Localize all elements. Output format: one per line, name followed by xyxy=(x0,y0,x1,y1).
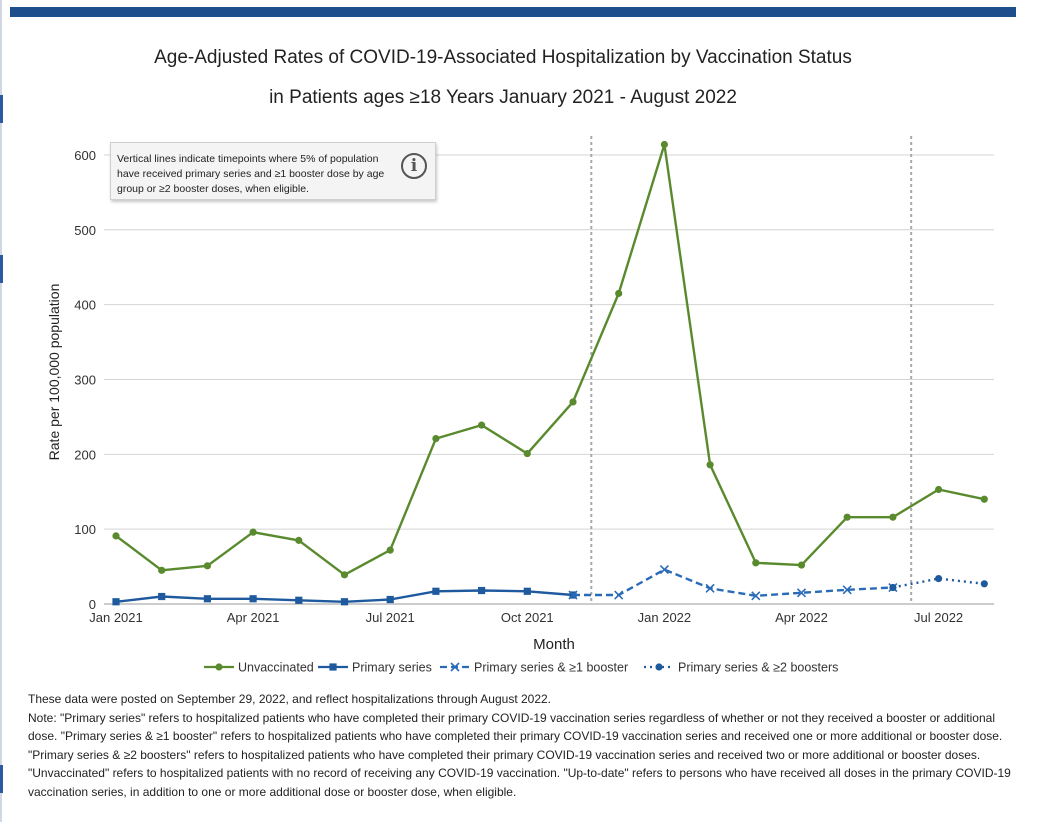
y-tick-label: 400 xyxy=(74,298,96,313)
data-point-primary-series xyxy=(249,595,257,603)
data-point-primary-series-1-booster xyxy=(751,591,761,601)
data-point-primary-series-1-booster xyxy=(659,565,669,575)
data-point-primary-series-2-boosters xyxy=(980,580,988,588)
data-point-primary-series xyxy=(386,595,394,604)
chart-subtitle: in Patients ages ≥18 Years January 2021 … xyxy=(269,87,737,108)
data-point-unvaccinated xyxy=(797,561,806,569)
info-icon[interactable]: i xyxy=(401,153,427,179)
data-point-unvaccinated xyxy=(478,421,486,429)
data-point-unvaccinated xyxy=(843,513,851,521)
header-bar xyxy=(10,7,1016,17)
definitions-note: Note: "Primary series" refers to hospita… xyxy=(28,710,1011,799)
data-point-unvaccinated xyxy=(615,289,623,298)
series-line-unvaccinated xyxy=(115,143,985,576)
data-point-unvaccinated xyxy=(203,562,211,570)
data-point-primary-series xyxy=(523,587,531,595)
legend-marker-primary-series-2-boosters xyxy=(655,663,663,671)
data-point-primary-series-1-booster xyxy=(842,585,852,595)
y-tick-label: 200 xyxy=(74,447,96,462)
data-point-primary-series xyxy=(295,596,303,604)
data-point-unvaccinated xyxy=(386,546,394,554)
x-axis-title: Month xyxy=(533,636,575,653)
data-point-unvaccinated xyxy=(935,485,943,494)
x-tick-label: Oct 2021 xyxy=(501,610,554,625)
data-point-primary-series-1-booster xyxy=(705,583,715,593)
data-point-unvaccinated xyxy=(889,513,897,521)
data-point-unvaccinated xyxy=(432,435,440,443)
data-point-unvaccinated xyxy=(112,532,120,540)
x-tick-label: Jul 2021 xyxy=(366,610,415,625)
data-point-primary-series-2-boosters xyxy=(889,583,897,592)
legend-label-primary-series: Primary series xyxy=(352,661,432,675)
y-tick-label: 600 xyxy=(74,148,96,163)
posted-note: These data were posted on September 29, … xyxy=(28,692,552,706)
data-point-unvaccinated xyxy=(980,495,988,503)
y-tick-label: 100 xyxy=(74,522,96,537)
data-point-primary-series xyxy=(478,586,486,595)
legend-marker-unvaccinated xyxy=(215,663,223,671)
x-tick-label: Jan 2022 xyxy=(638,610,692,625)
data-point-unvaccinated xyxy=(158,566,166,574)
left-edge xyxy=(0,0,2,822)
data-point-primary-series-2-boosters xyxy=(935,574,943,583)
footnotes: These data were posted on September 29, … xyxy=(28,690,1018,801)
data-point-primary-series-1-booster xyxy=(568,590,578,600)
y-axis-title: Rate per 100,000 population xyxy=(46,284,62,461)
data-point-unvaccinated xyxy=(340,571,349,579)
chart-title: Age-Adjusted Rates of COVID-19-Associate… xyxy=(154,47,852,68)
legend-marker-primary-series-1-booster xyxy=(450,662,460,672)
data-point-primary-series xyxy=(340,598,349,606)
legend-label-unvaccinated: Unvaccinated xyxy=(238,661,314,675)
data-point-primary-series-1-booster xyxy=(614,590,624,600)
y-tick-label: 300 xyxy=(74,372,96,387)
data-point-unvaccinated xyxy=(660,140,669,149)
data-point-unvaccinated xyxy=(249,528,257,536)
vertical-lines-note: Vertical lines indicate timepoints where… xyxy=(110,142,436,200)
left-edge-tab xyxy=(0,95,3,123)
legend-label-primary-series-1-booster: Primary series & ≥1 booster xyxy=(474,661,628,675)
data-point-primary-series xyxy=(112,598,120,606)
left-edge-tab xyxy=(0,255,3,283)
x-tick-label: Apr 2022 xyxy=(775,610,828,625)
data-point-primary-series-1-booster xyxy=(796,588,807,598)
note-text: Vertical lines indicate timepoints where… xyxy=(117,153,385,195)
x-tick-label: Jan 2021 xyxy=(89,610,143,625)
legend-marker-primary-series xyxy=(329,663,337,671)
data-point-primary-series xyxy=(203,595,211,603)
legend-label-primary-series-2-boosters: Primary series & ≥2 boosters xyxy=(678,661,838,675)
x-tick-label: Apr 2021 xyxy=(227,610,280,625)
x-tick-label: Jul 2022 xyxy=(914,610,963,625)
data-point-primary-series xyxy=(158,592,166,601)
data-point-unvaccinated xyxy=(295,536,303,544)
data-point-unvaccinated xyxy=(523,449,531,458)
y-tick-label: 0 xyxy=(89,597,96,612)
data-point-unvaccinated xyxy=(706,461,714,469)
data-point-unvaccinated xyxy=(569,398,577,406)
left-edge-tab xyxy=(0,765,3,793)
data-point-primary-series xyxy=(432,587,440,595)
series-line-primary-series-1-booster xyxy=(573,568,893,597)
y-tick-label: 500 xyxy=(74,223,96,238)
line-chart: 0 100 200 300 400 500 600 Jan 2021 Apr 2021 Jul 2… xyxy=(46,136,994,675)
data-point-unvaccinated xyxy=(752,559,760,567)
